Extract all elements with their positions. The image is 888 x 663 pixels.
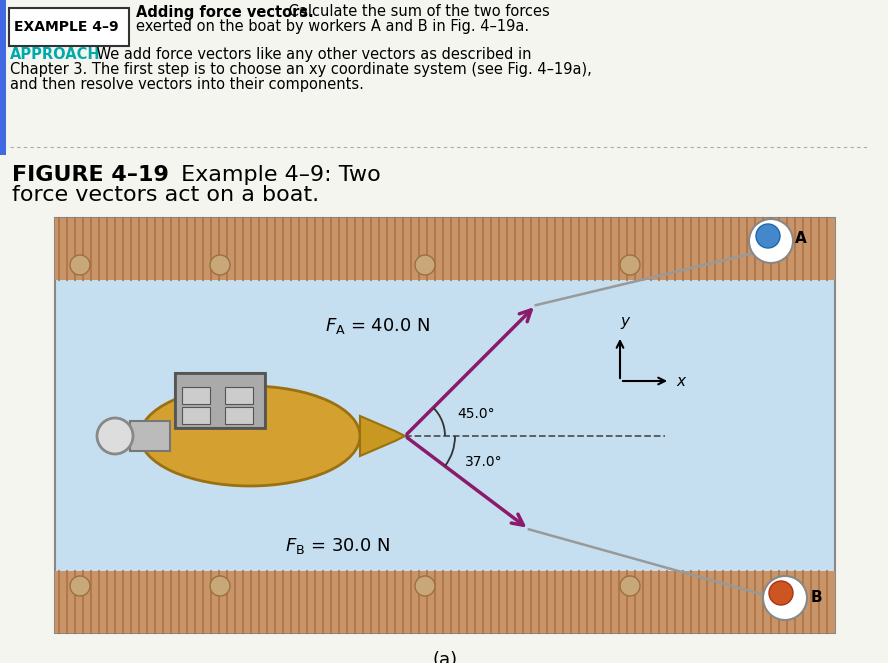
- Bar: [55, 571, 835, 633]
- Text: EXAMPLE 4–9: EXAMPLE 4–9: [14, 20, 119, 34]
- Bar: [55, 218, 835, 280]
- Ellipse shape: [140, 386, 360, 486]
- Circle shape: [620, 576, 640, 596]
- Circle shape: [70, 255, 90, 275]
- Circle shape: [763, 576, 807, 620]
- Text: A: A: [795, 231, 807, 245]
- Text: Example 4–9: Two: Example 4–9: Two: [174, 165, 381, 185]
- Text: (a): (a): [432, 651, 457, 663]
- Circle shape: [70, 576, 90, 596]
- Circle shape: [620, 255, 640, 275]
- Polygon shape: [360, 416, 405, 456]
- Text: y: y: [621, 314, 630, 329]
- Circle shape: [97, 418, 133, 454]
- Text: exerted on the boat by workers A and B in Fig. 4–19a.: exerted on the boat by workers A and B i…: [136, 19, 529, 34]
- FancyBboxPatch shape: [9, 8, 129, 46]
- Text: $F_\mathrm{B}$ = 30.0 N: $F_\mathrm{B}$ = 30.0 N: [285, 536, 391, 556]
- Bar: [55, 218, 835, 633]
- Circle shape: [756, 224, 780, 248]
- Text: force vectors act on a boat.: force vectors act on a boat.: [12, 185, 319, 205]
- Bar: [182, 387, 210, 404]
- Bar: [182, 407, 210, 424]
- Bar: [175, 373, 265, 428]
- Text: x: x: [676, 373, 685, 389]
- Text: We add force vectors like any other vectors as described in: We add force vectors like any other vect…: [92, 47, 532, 62]
- Circle shape: [749, 219, 793, 263]
- Text: APPROACH: APPROACH: [10, 47, 100, 62]
- Text: 37.0°: 37.0°: [465, 455, 503, 469]
- Circle shape: [769, 581, 793, 605]
- Bar: [175, 373, 265, 428]
- Circle shape: [210, 255, 230, 275]
- Text: and then resolve vectors into their components.: and then resolve vectors into their comp…: [10, 77, 364, 92]
- Circle shape: [415, 255, 435, 275]
- Bar: [225, 387, 253, 404]
- Bar: [225, 407, 253, 424]
- Text: Adding force vectors.: Adding force vectors.: [136, 5, 313, 19]
- Bar: [130, 421, 170, 451]
- Text: Chapter 3. The first step is to choose an xy coordinate system (see Fig. 4–19a),: Chapter 3. The first step is to choose a…: [10, 62, 591, 77]
- Text: FIGURE 4–19: FIGURE 4–19: [12, 165, 169, 185]
- Text: 45.0°: 45.0°: [457, 407, 495, 421]
- Circle shape: [415, 576, 435, 596]
- Bar: [0, 0, 6, 155]
- Text: Calculate the sum of the two forces: Calculate the sum of the two forces: [284, 5, 550, 19]
- Circle shape: [210, 576, 230, 596]
- Text: $F_\mathrm{A}$ = 40.0 N: $F_\mathrm{A}$ = 40.0 N: [325, 316, 431, 336]
- Text: B: B: [811, 591, 822, 605]
